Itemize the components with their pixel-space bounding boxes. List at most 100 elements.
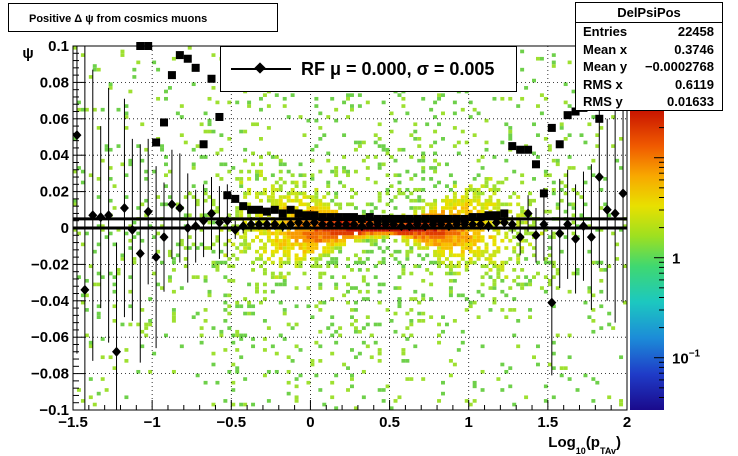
heatmap-cell bbox=[306, 304, 311, 309]
heatmap-cell bbox=[239, 337, 244, 341]
heatmap-cell bbox=[377, 322, 382, 327]
heatmap-cell bbox=[551, 351, 556, 356]
heatmap-cell bbox=[563, 173, 568, 178]
heatmap-cell bbox=[282, 202, 287, 207]
heatmap-cell bbox=[480, 293, 485, 298]
heatmap-cell bbox=[160, 144, 165, 148]
heatmap-cell bbox=[330, 231, 335, 236]
heatmap-cell bbox=[314, 246, 319, 250]
fit-legend-marker bbox=[231, 59, 291, 79]
stat-label: Mean x bbox=[583, 41, 628, 57]
z-tick-label-exp: −1 bbox=[689, 349, 701, 360]
heatmap-cell bbox=[452, 126, 457, 130]
heatmap-cell bbox=[535, 133, 540, 137]
y-tick-label: 0 bbox=[61, 220, 69, 237]
heatmap-cell bbox=[223, 253, 228, 258]
square-marker bbox=[539, 189, 548, 198]
heatmap-cell bbox=[353, 140, 358, 145]
heatmap-cell bbox=[421, 158, 426, 163]
heatmap-cell bbox=[551, 158, 556, 163]
heatmap-cell bbox=[393, 257, 398, 261]
heatmap-cell bbox=[611, 115, 616, 119]
x-tick-label: 0.5 bbox=[379, 414, 400, 431]
heatmap-cell bbox=[508, 195, 513, 199]
heatmap-cell bbox=[381, 144, 386, 148]
heatmap-cell bbox=[223, 162, 228, 167]
heatmap-cell bbox=[310, 224, 315, 228]
heatmap-cell bbox=[535, 344, 540, 349]
heatmap-cell bbox=[429, 231, 434, 236]
heatmap-cell bbox=[437, 253, 442, 258]
heatmap-cell bbox=[282, 162, 287, 167]
heatmap-cell bbox=[255, 169, 259, 174]
heatmap-cell bbox=[456, 235, 461, 239]
heatmap-cell bbox=[350, 187, 354, 192]
heatmap-cell bbox=[108, 231, 113, 236]
heatmap-cell bbox=[385, 228, 390, 232]
heatmap-cell bbox=[350, 268, 354, 272]
heatmap-cell bbox=[274, 180, 279, 185]
heatmap-cell bbox=[373, 231, 378, 236]
heatmap-cell bbox=[318, 198, 323, 203]
heatmap-cell bbox=[88, 377, 93, 381]
heatmap-cell bbox=[326, 326, 331, 330]
heatmap-cell bbox=[223, 293, 228, 298]
heatmap-cell bbox=[306, 228, 311, 232]
heatmap-cell bbox=[365, 177, 370, 181]
heatmap-cell bbox=[437, 249, 442, 254]
heatmap-cell bbox=[96, 126, 101, 130]
heatmap-cell bbox=[199, 155, 204, 159]
heatmap-cell bbox=[401, 268, 406, 272]
heatmap-cell bbox=[381, 231, 386, 236]
heatmap-cell bbox=[112, 206, 117, 210]
heatmap-cell bbox=[460, 228, 465, 232]
heatmap-cell bbox=[215, 206, 220, 210]
heatmap-cell bbox=[433, 228, 438, 232]
heatmap-cell bbox=[322, 235, 327, 239]
heatmap-cell bbox=[484, 177, 489, 181]
heatmap-cell bbox=[472, 195, 477, 199]
heatmap-cell bbox=[421, 235, 426, 239]
heatmap-cell bbox=[302, 173, 307, 178]
heatmap-cell bbox=[492, 184, 497, 188]
heatmap-cell bbox=[286, 369, 291, 374]
heatmap-cell bbox=[270, 238, 275, 243]
diamond-marker bbox=[262, 219, 272, 230]
heatmap-cell bbox=[421, 228, 426, 232]
heatmap-cell bbox=[397, 147, 402, 152]
heatmap-cell bbox=[520, 268, 525, 272]
heatmap-cell bbox=[318, 111, 323, 116]
heatmap-cell bbox=[433, 158, 438, 163]
heatmap-cell bbox=[460, 231, 465, 236]
stat-row-mean-y: Mean y −0.0002768 bbox=[576, 58, 722, 76]
heatmap-cell bbox=[468, 246, 473, 250]
heatmap-cell bbox=[330, 242, 335, 247]
diamond-marker bbox=[476, 219, 486, 230]
heatmap-cell bbox=[243, 231, 248, 236]
heatmap-cell bbox=[318, 235, 323, 239]
heatmap-cell bbox=[484, 257, 489, 261]
heatmap-cell bbox=[492, 96, 497, 101]
heatmap-cell bbox=[429, 242, 434, 247]
heatmap-cell bbox=[302, 191, 307, 196]
heatmap-cell bbox=[429, 209, 434, 214]
heatmap-cell bbox=[322, 300, 327, 305]
square-marker bbox=[342, 213, 351, 222]
heatmap-cell bbox=[488, 260, 493, 265]
heatmap-cell bbox=[310, 206, 315, 210]
heatmap-cell bbox=[338, 228, 343, 232]
heatmap-cell bbox=[255, 228, 259, 232]
heatmap-cell bbox=[302, 257, 307, 261]
diamond-marker bbox=[135, 248, 145, 259]
heatmap-cell bbox=[294, 195, 299, 199]
heatmap-cell bbox=[361, 158, 366, 163]
heatmap-cell bbox=[559, 373, 564, 378]
heatmap-cell bbox=[543, 275, 548, 279]
heatmap-cell bbox=[318, 282, 323, 287]
heatmap-cell bbox=[219, 228, 224, 232]
heatmap-cell bbox=[144, 198, 149, 203]
heatmap-cell bbox=[346, 169, 350, 174]
heatmap-cell bbox=[330, 322, 335, 327]
heatmap-cell bbox=[429, 235, 434, 239]
heatmap-cell bbox=[365, 289, 370, 294]
